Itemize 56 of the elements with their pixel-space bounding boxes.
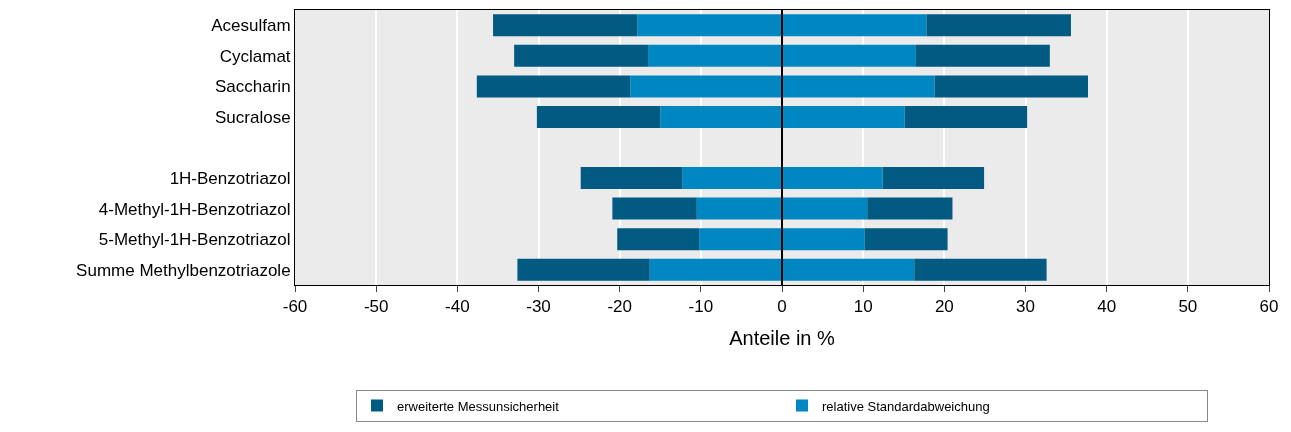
bar xyxy=(782,167,883,190)
x-tick-label: -40 xyxy=(445,297,470,317)
bar xyxy=(696,197,782,220)
y-tick-label: Cyclamat xyxy=(219,46,291,66)
x-tick-label: -60 xyxy=(282,297,308,317)
bar xyxy=(660,105,782,128)
bar xyxy=(637,14,782,37)
bar xyxy=(782,14,927,37)
bar xyxy=(630,75,782,98)
bar xyxy=(648,44,782,67)
x-tick-label: 60 xyxy=(1259,297,1279,317)
bar xyxy=(782,228,865,251)
legend-label: relative Standardabweichung xyxy=(822,398,990,414)
bar xyxy=(864,228,948,251)
x-tick-label: 20 xyxy=(934,297,954,317)
bar xyxy=(926,14,1071,37)
bar xyxy=(882,167,985,190)
x-tick-label: 30 xyxy=(1016,297,1035,317)
bar xyxy=(514,44,649,67)
y-tick-label: Summe Methylbenzotriazole xyxy=(76,260,291,280)
bar xyxy=(782,44,916,67)
bar xyxy=(536,105,661,128)
x-tick-label: -50 xyxy=(363,297,389,317)
bar xyxy=(517,258,650,281)
y-tick-label: 4-Methyl-1H-Benzotriazol xyxy=(98,199,291,219)
bar xyxy=(493,14,638,37)
x-tick-label: 10 xyxy=(853,297,873,317)
bar xyxy=(682,167,782,190)
bar xyxy=(914,258,1047,281)
bar xyxy=(612,197,697,220)
x-tick-label: 0 xyxy=(777,297,787,317)
y-tick-label: Sucralose xyxy=(214,107,291,127)
bar xyxy=(782,105,905,128)
bar xyxy=(782,197,868,220)
x-tick-label: 50 xyxy=(1178,297,1198,317)
bar xyxy=(617,228,700,251)
bar xyxy=(580,167,683,190)
y-tick-label: Acesulfam xyxy=(211,16,291,36)
bar xyxy=(699,228,782,251)
bar xyxy=(782,258,915,281)
y-tick-label: 1H-Benzotriazol xyxy=(169,169,291,189)
y-tick-label: 5-Methyl-1H-Benzotriazol xyxy=(98,230,291,250)
y-tick-label: Saccharin xyxy=(214,77,291,97)
bar xyxy=(934,75,1088,98)
bar xyxy=(915,44,1050,67)
bar xyxy=(867,197,953,220)
x-tick-label: -10 xyxy=(688,297,714,317)
bar xyxy=(904,105,1028,128)
bar xyxy=(476,75,631,98)
bar xyxy=(649,258,782,281)
x-axis-title: Anteile in % xyxy=(729,326,836,349)
x-tick-label: 40 xyxy=(1097,297,1117,317)
x-tick-label: -30 xyxy=(526,297,551,317)
legend-label: erweiterte Messunsicherheit xyxy=(397,398,560,414)
bar xyxy=(782,75,935,98)
x-tick-label: -20 xyxy=(607,297,632,317)
